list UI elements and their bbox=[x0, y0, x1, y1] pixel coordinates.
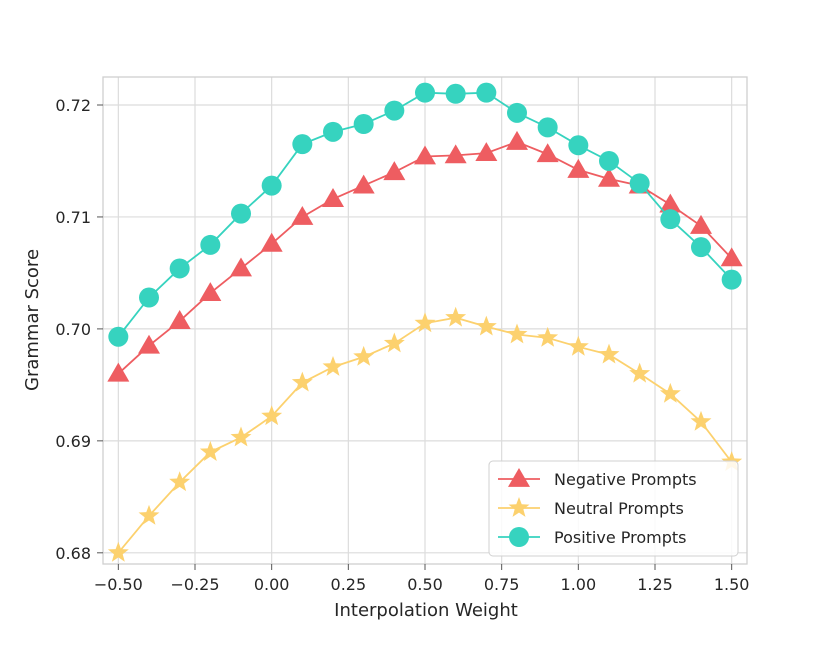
star-marker bbox=[690, 410, 712, 431]
x-tick-label: −0.50 bbox=[94, 575, 143, 594]
series-neutral-prompts bbox=[107, 306, 743, 562]
x-tick-label: −0.25 bbox=[170, 575, 219, 594]
triangle-marker bbox=[506, 130, 528, 150]
circle-marker bbox=[169, 258, 190, 279]
x-axis-label: Interpolation Weight bbox=[334, 600, 518, 621]
triangle-marker bbox=[260, 232, 283, 252]
legend-entry: Neutral Prompts bbox=[498, 497, 684, 518]
star-marker bbox=[107, 541, 129, 562]
x-tick-label: 0.00 bbox=[254, 575, 290, 594]
circle-marker bbox=[629, 173, 650, 194]
triangle-marker bbox=[322, 188, 344, 207]
legend: Negative Prompts Neutral Prompts Positive … bbox=[488, 460, 739, 557]
y-tick-label: 0.68 bbox=[55, 544, 91, 563]
circle-marker bbox=[445, 83, 466, 104]
circle-marker bbox=[200, 234, 221, 255]
triangle-marker bbox=[138, 334, 160, 354]
circle-marker bbox=[139, 287, 159, 308]
legend-frame bbox=[488, 460, 739, 557]
triangle-marker bbox=[383, 161, 406, 181]
y-tick-label: 0.70 bbox=[55, 320, 91, 339]
legend-circle-marker bbox=[509, 527, 529, 547]
x-tick-label: 0.75 bbox=[484, 575, 520, 594]
circle-marker bbox=[507, 102, 527, 123]
triangle-marker bbox=[567, 158, 590, 178]
triangle-marker bbox=[414, 145, 436, 165]
star-marker bbox=[169, 471, 191, 492]
triangle-marker bbox=[230, 257, 252, 277]
triangle-marker bbox=[199, 282, 222, 301]
circle-marker bbox=[721, 269, 742, 290]
triangle-marker bbox=[720, 247, 743, 267]
y-axis-label: Grammar Score bbox=[22, 249, 43, 391]
star-marker bbox=[322, 355, 344, 376]
y-tick-label: 0.72 bbox=[55, 96, 91, 115]
triangle-marker bbox=[598, 167, 620, 187]
x-tick-label: 0.25 bbox=[331, 575, 367, 594]
circle-marker bbox=[537, 117, 558, 138]
triangle-marker bbox=[690, 214, 712, 234]
legend-label: Negative Prompts bbox=[554, 470, 697, 489]
circle-marker bbox=[568, 135, 589, 156]
star-marker bbox=[230, 426, 252, 447]
circle-marker bbox=[108, 326, 129, 347]
star-marker bbox=[199, 441, 221, 461]
star-marker bbox=[353, 345, 375, 366]
triangle-marker bbox=[659, 193, 682, 213]
circle-marker bbox=[599, 150, 619, 171]
star-marker bbox=[445, 306, 467, 327]
circle-marker bbox=[660, 209, 681, 230]
star-marker bbox=[414, 312, 436, 333]
star-marker bbox=[291, 371, 313, 392]
circle-marker bbox=[353, 114, 374, 135]
star-marker bbox=[659, 382, 681, 403]
x-tick-label: 1.50 bbox=[714, 575, 750, 594]
circle-marker bbox=[231, 203, 251, 224]
legend-star-marker bbox=[508, 497, 530, 517]
legend-triangle-marker bbox=[508, 468, 530, 487]
star-marker bbox=[506, 323, 528, 344]
circle-marker bbox=[415, 82, 435, 103]
circle-marker bbox=[476, 82, 497, 103]
y-tick-label: 0.69 bbox=[55, 432, 91, 451]
triangle-marker bbox=[291, 205, 314, 225]
series bbox=[107, 82, 743, 562]
x-tick-label: 1.25 bbox=[637, 575, 673, 594]
legend-label: Positive Prompts bbox=[554, 528, 687, 547]
triangle-marker bbox=[107, 362, 130, 382]
legend-label: Neutral Prompts bbox=[554, 499, 684, 518]
x-tick-label: 1.00 bbox=[561, 575, 597, 594]
legend-entry: Positive Prompts bbox=[498, 527, 687, 547]
triangle-marker bbox=[536, 143, 559, 163]
circle-marker bbox=[292, 134, 313, 155]
circle-marker bbox=[261, 175, 282, 196]
star-marker bbox=[475, 315, 497, 336]
star-marker bbox=[567, 335, 589, 356]
circle-marker bbox=[691, 237, 711, 258]
triangle-marker bbox=[475, 142, 498, 162]
star-marker bbox=[598, 343, 620, 364]
star-marker bbox=[261, 405, 283, 426]
star-marker bbox=[138, 504, 160, 525]
star-marker bbox=[537, 326, 559, 347]
y-axis-ticks: 0.68 0.69 0.70 0.71 0.72 bbox=[55, 96, 103, 563]
legend-entry: Negative Prompts bbox=[498, 468, 697, 489]
triangle-marker bbox=[168, 310, 191, 329]
x-tick-label: 0.50 bbox=[407, 575, 443, 594]
triangle-marker bbox=[444, 144, 467, 164]
star-marker bbox=[383, 332, 405, 353]
circle-marker bbox=[323, 121, 343, 142]
y-tick-label: 0.71 bbox=[55, 208, 91, 227]
circle-marker bbox=[384, 100, 405, 121]
triangle-marker bbox=[352, 174, 375, 194]
series-positive-prompts bbox=[108, 82, 742, 347]
star-marker bbox=[629, 362, 651, 383]
x-axis-ticks: −0.50 −0.25 0.00 0.25 0.50 0.75 1.00 1.25 1.50 bbox=[94, 564, 750, 594]
